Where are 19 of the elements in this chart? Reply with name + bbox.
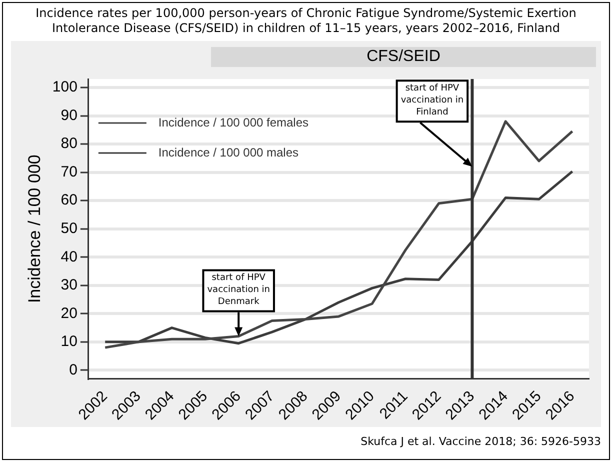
text: Skufca J et al. Vaccine 2018; 36: 5926-5933: [360, 435, 601, 448]
y-tick-label: 20: [60, 304, 78, 322]
y-tick-label: 100: [52, 78, 78, 96]
y-tick-label: 30: [60, 276, 78, 294]
chart-title: Incidence rates per 100,000 person-years of Chronic Fatigue Syndrome/Systemic Exertion Intolerance Disease (CFS/SEID) in children of 11–15 years, years 2002–2016, Finland: [34, 6, 578, 36]
y-tick-label: 80: [60, 135, 78, 152]
y-tick-label: 60: [60, 192, 78, 209]
y-tick-label: 10: [60, 333, 78, 350]
y-tick-label: 0: [69, 361, 78, 378]
annotation: start of HPV vaccination in Denmark: [207, 273, 270, 308]
legend-label: Incidence / 100 000 females: [158, 115, 309, 130]
y-tick-label: 50: [60, 220, 78, 237]
annotation: start of HPV vaccination in Finland: [400, 83, 464, 118]
legend-label: Incidence / 100 000 males: [158, 145, 299, 160]
y-tick-label: 90: [60, 106, 78, 124]
chart-subtitle: CFS/SEID: [211, 47, 596, 67]
y-tick-label: 40: [60, 248, 78, 266]
y-tick-label: 70: [60, 163, 78, 180]
y-axis-title: Incidence / 100 000: [24, 154, 44, 304]
